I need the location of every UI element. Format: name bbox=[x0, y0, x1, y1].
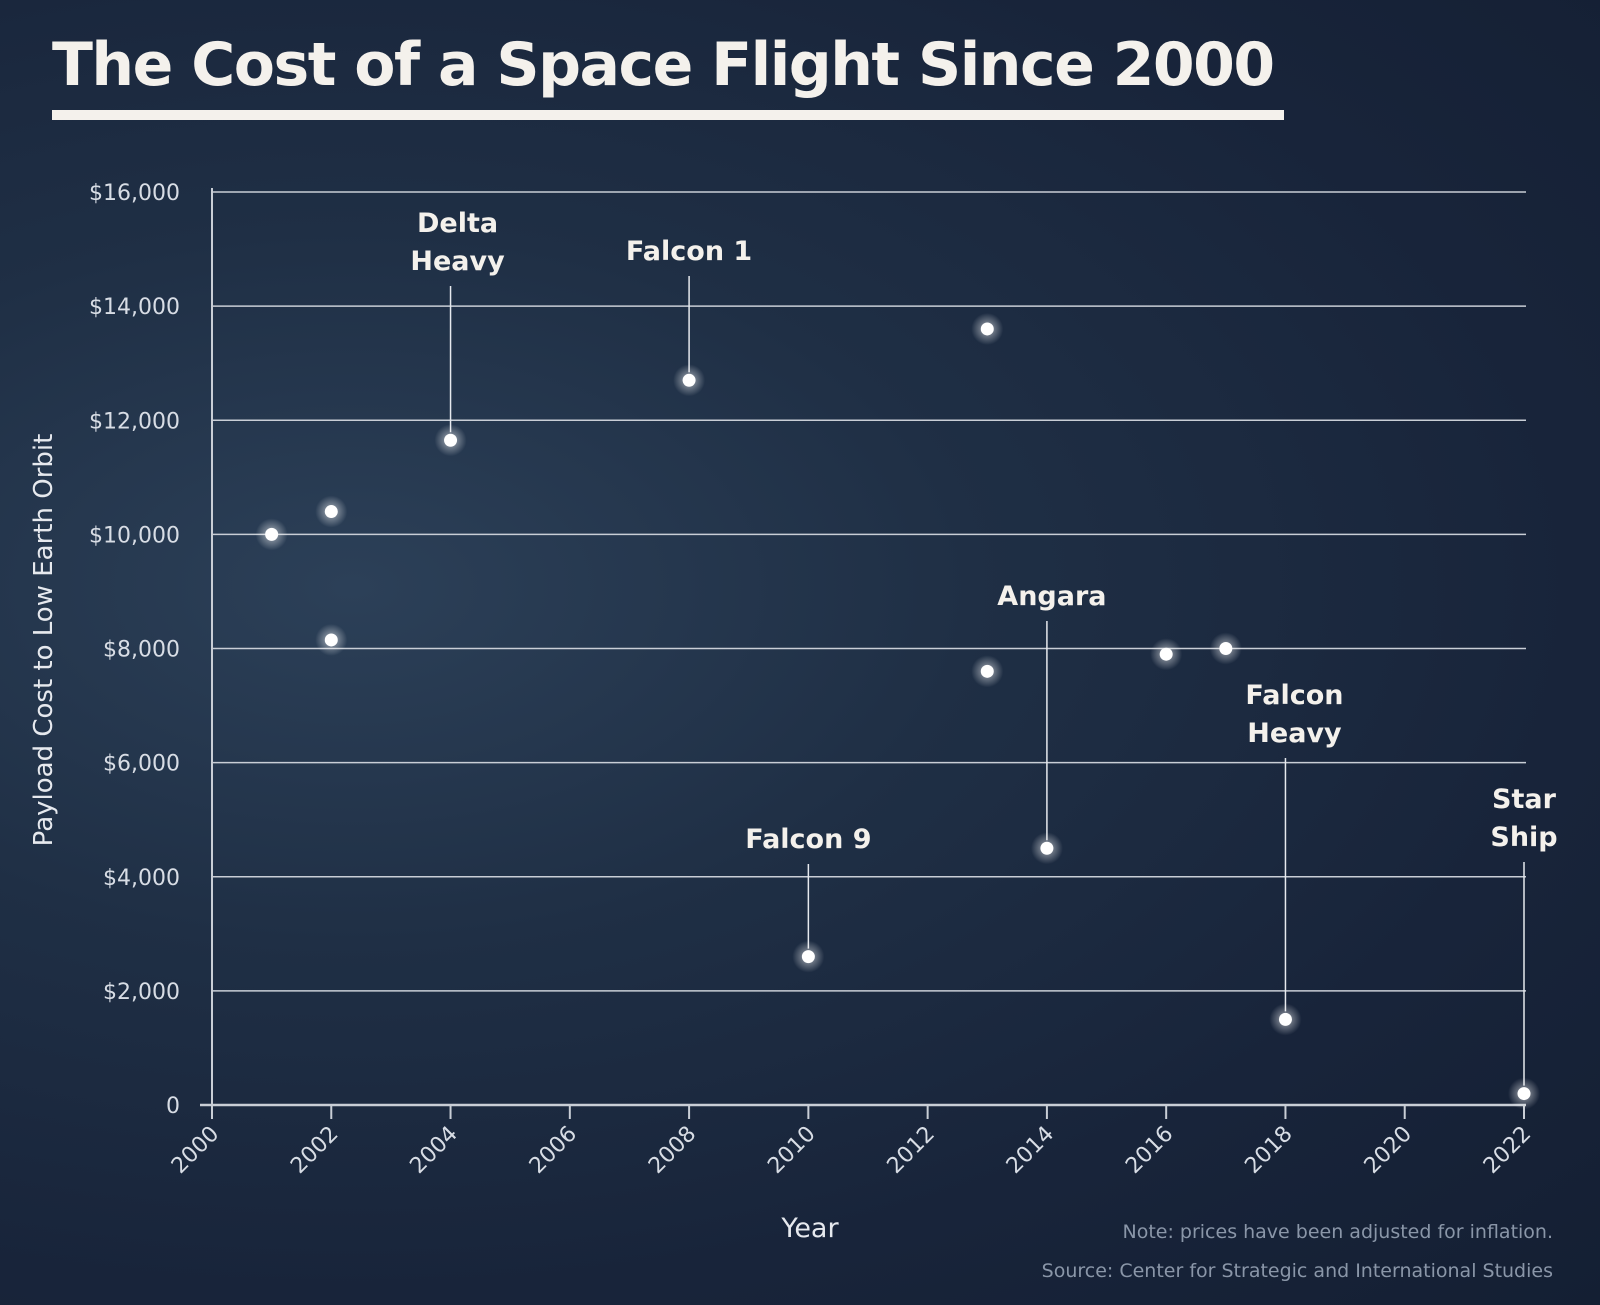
y-axis-label: Payload Cost to Low Earth Orbit bbox=[29, 434, 59, 847]
x-tick-label: 2014 bbox=[1002, 1122, 1059, 1179]
data-point bbox=[1219, 642, 1233, 655]
data-point bbox=[1278, 1012, 1292, 1026]
data-point bbox=[1159, 647, 1173, 661]
data-point bbox=[265, 527, 279, 541]
annotation-label: Heavy bbox=[1247, 718, 1342, 749]
x-axis-label: Year bbox=[780, 1213, 839, 1244]
annotation-label: Star bbox=[1492, 784, 1557, 815]
y-tick-label: $4,000 bbox=[103, 866, 180, 891]
annotation-label: Falcon 9 bbox=[745, 824, 871, 855]
x-tick-label: 2004 bbox=[406, 1122, 463, 1179]
footnote: Source: Center for Strategic and Interna… bbox=[1042, 1260, 1553, 1282]
annotation-label: Delta bbox=[417, 208, 498, 239]
x-tick-label: 2010 bbox=[763, 1122, 820, 1179]
x-tick-label: 2012 bbox=[883, 1122, 940, 1179]
footnote: Note: prices have been adjusted for infl… bbox=[1122, 1221, 1553, 1243]
chart-title: The Cost of a Space Flight Since 2000 bbox=[52, 30, 1275, 100]
annotation-label: Angara bbox=[997, 581, 1106, 612]
x-tick-label: 2016 bbox=[1121, 1122, 1178, 1179]
y-tick-label: $14,000 bbox=[89, 295, 180, 320]
y-tick-label: $8,000 bbox=[103, 638, 180, 663]
y-tick-label: $16,000 bbox=[89, 181, 180, 206]
data-point bbox=[1040, 841, 1054, 855]
data-point bbox=[980, 322, 994, 336]
data-point bbox=[682, 373, 696, 387]
data-point bbox=[324, 505, 338, 519]
x-tick-label: 2006 bbox=[525, 1122, 582, 1179]
y-tick-label: $10,000 bbox=[89, 523, 180, 548]
x-tick-label: 2020 bbox=[1360, 1122, 1417, 1179]
y-tick-label: $12,000 bbox=[89, 409, 180, 434]
data-point bbox=[1517, 1087, 1531, 1101]
annotation-label: Falcon bbox=[1245, 680, 1343, 711]
y-tick-label: $2,000 bbox=[103, 980, 180, 1005]
data-point bbox=[444, 433, 458, 447]
x-tick-label: 2018 bbox=[1240, 1122, 1297, 1179]
data-point bbox=[324, 633, 338, 647]
data-point bbox=[980, 664, 994, 678]
x-tick-label: 2008 bbox=[644, 1122, 701, 1179]
y-tick-label: $6,000 bbox=[103, 752, 180, 777]
annotation-label: Heavy bbox=[410, 246, 505, 277]
annotation-label: Falcon 1 bbox=[626, 236, 752, 267]
x-tick-label: 2000 bbox=[167, 1122, 224, 1179]
x-tick-label: 2002 bbox=[286, 1122, 343, 1179]
y-tick-label: 0 bbox=[166, 1094, 180, 1119]
data-point bbox=[801, 950, 815, 964]
title-underline bbox=[52, 110, 1284, 120]
x-tick-label: 2022 bbox=[1479, 1122, 1536, 1179]
annotation-label: Ship bbox=[1490, 822, 1557, 853]
